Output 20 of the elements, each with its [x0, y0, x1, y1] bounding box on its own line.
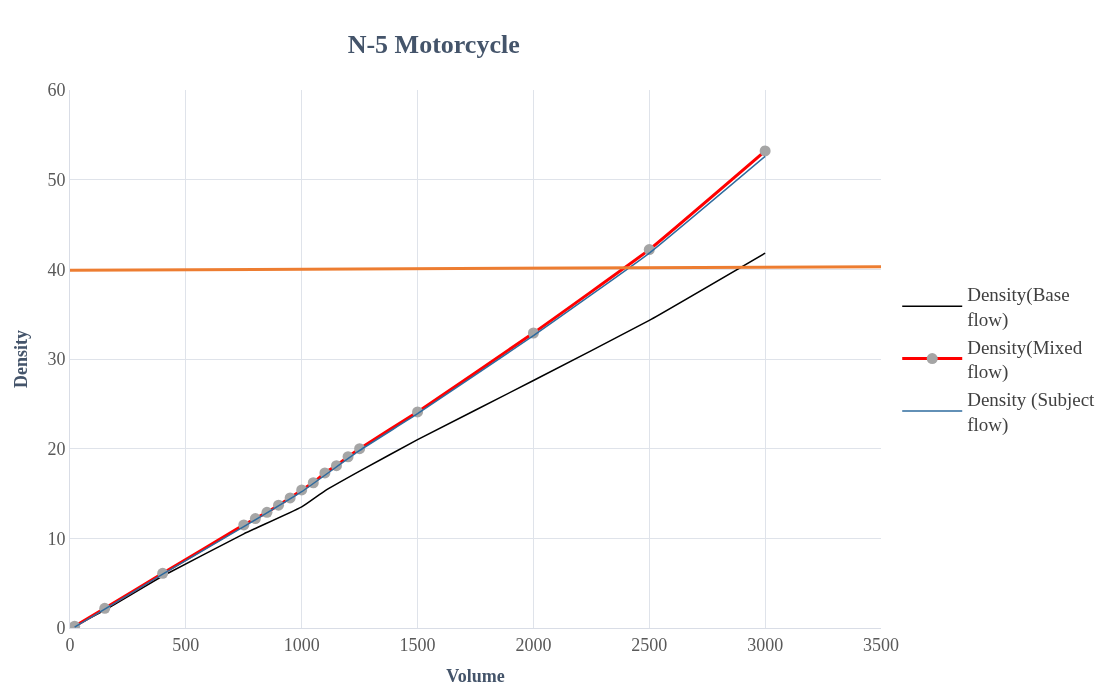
y-tick-label: 30	[47, 349, 66, 370]
legend-label: Density (Subject flow)	[967, 389, 1096, 436]
chart-title: N-5 Motorcycle	[347, 30, 520, 60]
x-axis-title: Volume	[446, 665, 505, 686]
y-tick-label: 10	[47, 528, 66, 549]
x-tick-label: 3500	[863, 634, 899, 655]
x-tick-label: 1500	[399, 634, 436, 655]
y-tick-label: 40	[47, 259, 66, 280]
x-tick-label: 500	[172, 634, 200, 655]
legend-label: Density(Base flow)	[967, 284, 1070, 331]
x-tick-label: 2500	[631, 634, 668, 655]
y-tick-label: 60	[47, 80, 66, 101]
x-tick-label: 2000	[515, 634, 552, 655]
y-tick-label: 20	[47, 438, 66, 459]
y-axis-title: Density	[10, 330, 31, 388]
legend-label: Density(Mixed flow)	[967, 336, 1083, 384]
x-tick-label: 1000	[283, 634, 320, 655]
y-tick-label: 0	[56, 618, 66, 639]
x-tick-label: 3000	[747, 634, 784, 655]
y-tick-label: 50	[47, 169, 66, 190]
